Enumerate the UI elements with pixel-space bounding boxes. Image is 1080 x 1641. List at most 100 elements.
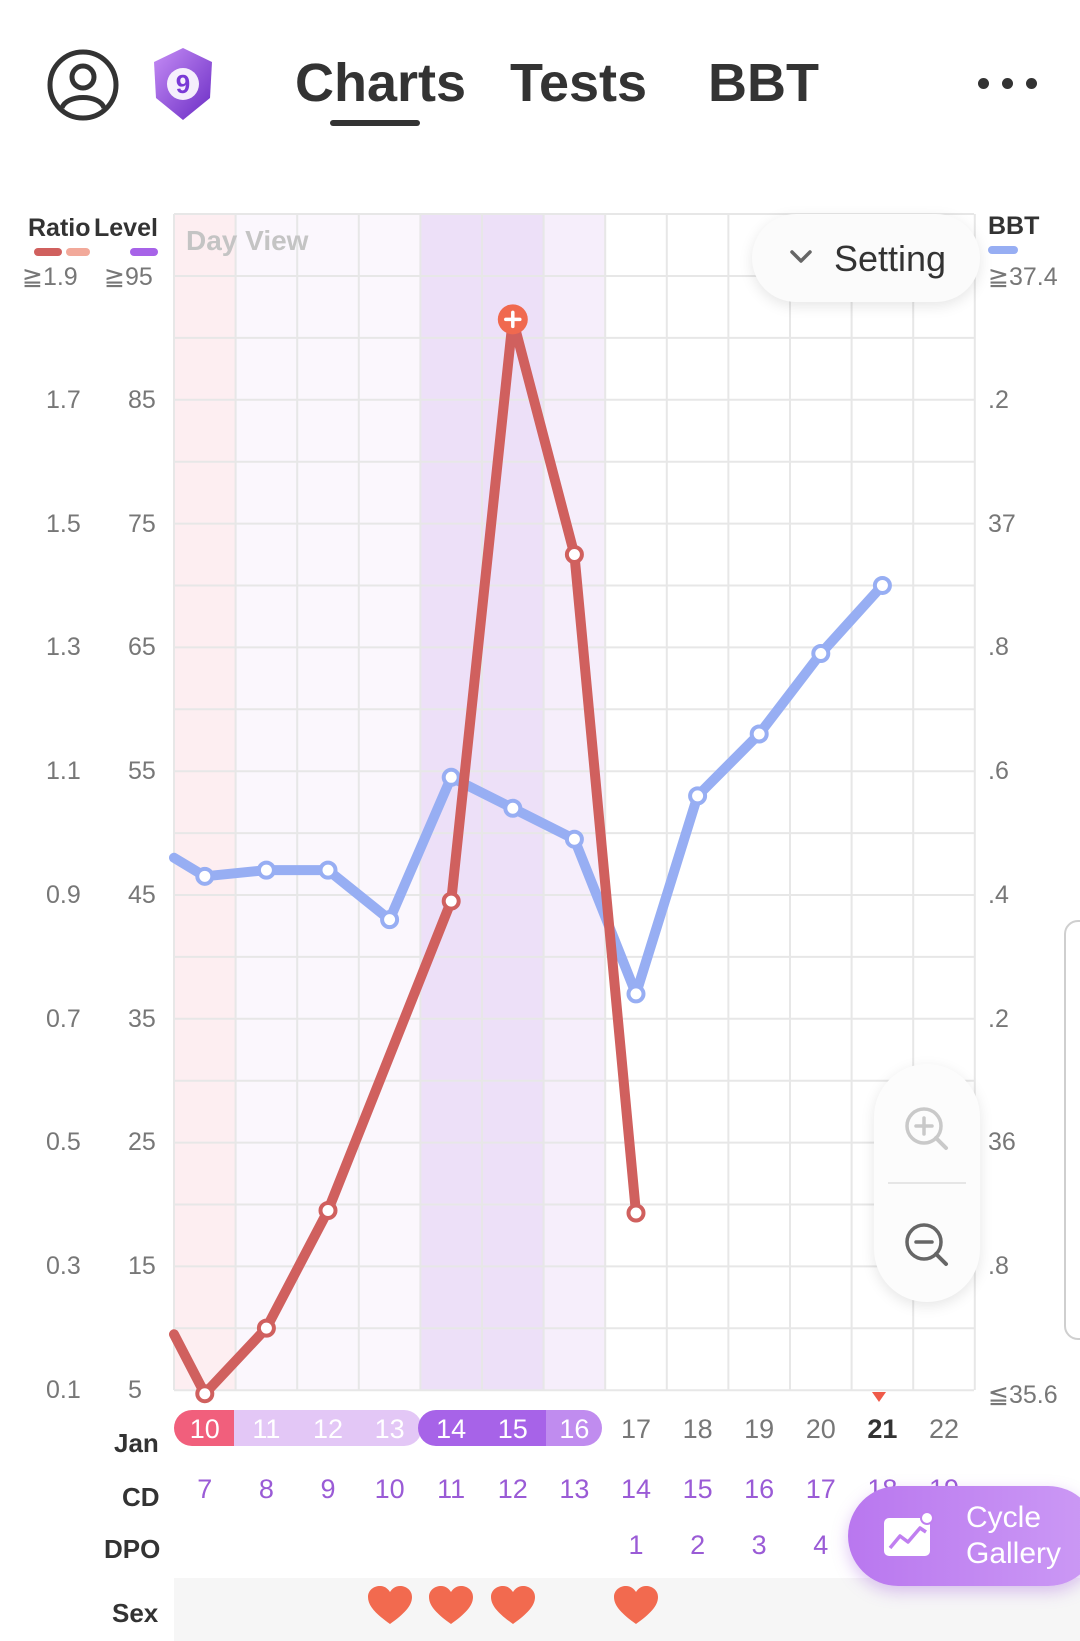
cycle-gallery-label-line1: Cycle — [966, 1501, 1042, 1534]
lh-point — [626, 1203, 646, 1223]
cd-cell[interactable]: 15 — [682, 1474, 713, 1504]
date-cell[interactable]: 12 — [312, 1414, 344, 1444]
cd-cell[interactable]: 11 — [437, 1474, 466, 1504]
setting-button[interactable]: Setting — [752, 214, 980, 302]
date-cell[interactable]: 16 — [559, 1414, 590, 1444]
date-cell[interactable]: 21 — [867, 1414, 898, 1444]
bbt-tick-label: 37 — [988, 509, 1016, 538]
level-axis-label: Level — [94, 214, 158, 242]
bbt-point — [441, 767, 461, 787]
bbt-top-tick: ≧37.4 — [988, 263, 1058, 291]
active-tab-indicator — [330, 120, 420, 126]
lh-point — [441, 891, 461, 911]
ratio-tick-label: 1.1 — [46, 757, 81, 786]
cycle-gallery-button[interactable]: Cycle Gallery — [848, 1486, 1080, 1586]
heart-icon[interactable] — [490, 1586, 535, 1626]
heart-icon[interactable] — [614, 1586, 658, 1626]
cd-cell[interactable]: 8 — [258, 1474, 274, 1504]
cd-cell[interactable]: 17 — [805, 1474, 836, 1504]
bbt-point — [626, 984, 646, 1004]
ratio-tick-label: 0.1 — [46, 1375, 81, 1404]
level-tick-label: 85 — [128, 386, 156, 414]
chevron-down-icon — [790, 250, 812, 263]
tab-tests[interactable]: Tests — [510, 53, 648, 113]
bbt-point — [872, 575, 892, 595]
bbt-bottom-tick: ≦35.6 — [988, 1381, 1058, 1409]
date-cell[interactable]: 22 — [928, 1414, 960, 1444]
zoom-in-icon[interactable] — [902, 1104, 952, 1154]
zoom-out-icon[interactable] — [902, 1220, 952, 1270]
bbt-point — [749, 724, 769, 744]
cd-cell[interactable]: 7 — [197, 1474, 213, 1504]
chart-series — [169, 304, 892, 1404]
cd-cell[interactable]: 14 — [620, 1474, 652, 1504]
today-marker-icon — [872, 1392, 886, 1402]
bbt-tick-label: 36 — [988, 1128, 1016, 1157]
level-tick-label: 25 — [128, 1128, 156, 1157]
dpo-cell[interactable]: 2 — [690, 1530, 706, 1560]
fertile-peak-pill — [418, 1410, 546, 1446]
tab-bbt[interactable]: BBT — [708, 53, 819, 113]
bbt-point — [811, 644, 831, 664]
date-cell[interactable]: 19 — [744, 1414, 775, 1444]
bbt-point — [256, 860, 276, 880]
lh-point — [318, 1201, 338, 1221]
bbt-tick-label: .2 — [988, 386, 1009, 414]
dpo-cell[interactable]: 1 — [628, 1530, 644, 1560]
heart-icon[interactable] — [429, 1586, 474, 1626]
badge-number: 9 — [176, 69, 190, 99]
dpo-cell[interactable]: 3 — [751, 1530, 767, 1560]
more-icon[interactable] — [978, 78, 1038, 90]
cd-cell[interactable]: 9 — [320, 1474, 336, 1504]
month-label: Jan — [114, 1428, 159, 1458]
cd-cell[interactable]: 10 — [374, 1474, 405, 1504]
lh-point — [256, 1318, 276, 1338]
ratio-legend-swatch — [34, 248, 62, 256]
level-legend-swatch — [130, 248, 158, 256]
bbt-tick-label: .2 — [988, 1004, 1009, 1033]
bbt-tick-label: .6 — [988, 757, 1009, 786]
period-day-pill — [174, 1410, 234, 1446]
lh-point — [564, 545, 584, 564]
ratio-tick-label: 0.9 — [46, 880, 81, 909]
ratio-axis-label: Ratio — [28, 214, 91, 242]
date-cell[interactable]: 15 — [497, 1414, 528, 1444]
ratio-tick-label: 1.5 — [46, 509, 81, 538]
ratio-tick-label: 1.3 — [46, 633, 81, 662]
level-tick-label: 55 — [128, 757, 156, 786]
date-cell[interactable]: 20 — [805, 1414, 836, 1444]
bbt-axis-label: BBT — [988, 212, 1040, 240]
ratio-top-tick: ≧1.9 — [22, 263, 78, 291]
ratio-tick-label: 0.7 — [46, 1004, 81, 1033]
cycle-gallery-label-line2: Gallery — [966, 1537, 1062, 1570]
profile-icon[interactable] — [46, 48, 120, 122]
side-drawer-handle[interactable] — [1064, 920, 1080, 1340]
level-tick-label: 15 — [128, 1251, 156, 1280]
day-view-label: Day View — [186, 225, 309, 256]
tab-charts[interactable]: Charts — [295, 53, 467, 113]
date-cell[interactable]: 11 — [252, 1414, 281, 1444]
fertile-light-pill — [234, 1410, 422, 1446]
ratio-tick-label: 1.7 — [46, 386, 81, 414]
heart-icon[interactable] — [367, 1586, 412, 1626]
lh-point — [195, 1384, 215, 1404]
date-cell[interactable]: 17 — [620, 1414, 652, 1444]
date-cell[interactable]: 10 — [189, 1414, 220, 1444]
bbt-tick-label: .4 — [988, 880, 1009, 909]
date-cell[interactable]: 13 — [374, 1414, 405, 1444]
level-badge-icon[interactable]: 9 — [150, 46, 216, 122]
cd-row-label: CD — [122, 1482, 160, 1512]
cd-cell[interactable]: 16 — [744, 1474, 775, 1504]
zoom-divider — [888, 1182, 966, 1184]
gallery-chart-icon — [884, 1511, 934, 1556]
date-cell[interactable]: 14 — [436, 1414, 467, 1444]
ratio-tick-label: 0.5 — [46, 1128, 81, 1157]
date-cell[interactable]: 18 — [682, 1414, 713, 1444]
bbt-point — [503, 798, 523, 818]
ratio-tick-label: 0.3 — [46, 1251, 81, 1280]
level-tick-label: 65 — [128, 633, 156, 662]
cd-cell[interactable]: 13 — [559, 1474, 590, 1504]
cd-cell[interactable]: 12 — [497, 1474, 528, 1504]
level-tick-label: 5 — [128, 1375, 142, 1404]
dpo-cell[interactable]: 4 — [813, 1530, 829, 1560]
